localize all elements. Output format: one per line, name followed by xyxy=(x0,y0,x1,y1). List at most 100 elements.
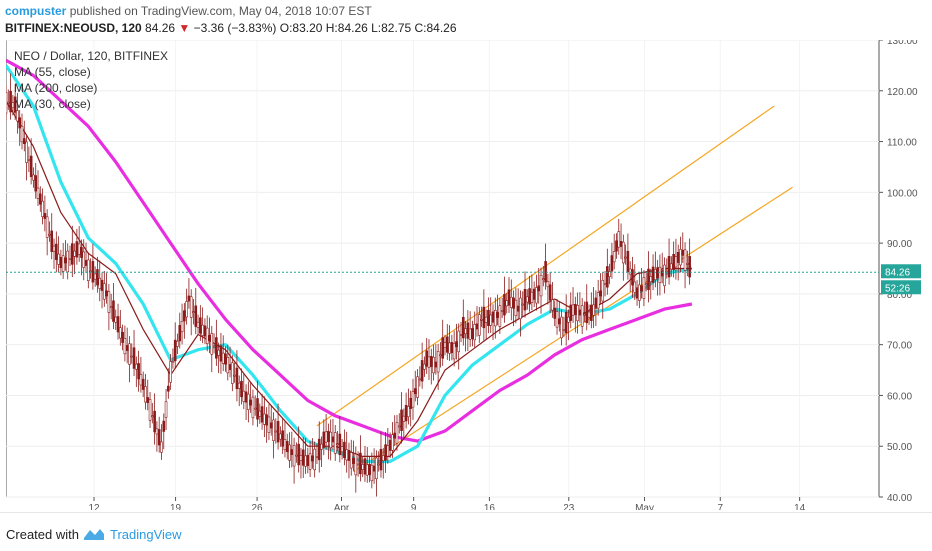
candle-body xyxy=(247,393,250,410)
candle-body xyxy=(372,465,376,472)
author-link[interactable]: compuster xyxy=(5,4,67,18)
candle-body xyxy=(439,354,442,357)
candle-body xyxy=(228,364,232,370)
candle-body xyxy=(249,399,252,406)
candle-body xyxy=(45,216,49,238)
candle-body xyxy=(427,356,431,368)
candle-body xyxy=(523,289,527,311)
candle-body xyxy=(542,278,545,280)
timer-label: 52:26 xyxy=(885,283,910,294)
candle-body xyxy=(144,386,147,403)
x-tick-label: 19 xyxy=(170,503,182,510)
price-chart[interactable]: 130.00 120.00 110.00 100.00 90.00 80.00 70.00 6… xyxy=(4,36,926,514)
candle-body xyxy=(615,240,618,252)
candle-body xyxy=(409,397,412,409)
candle-body xyxy=(235,367,239,390)
candle-body xyxy=(169,361,172,383)
candle-body xyxy=(263,413,266,425)
candle-body xyxy=(686,263,689,265)
candle-body xyxy=(516,305,520,312)
candle-body xyxy=(137,363,140,380)
candle-body xyxy=(139,374,143,386)
tradingview-logo-icon[interactable] xyxy=(82,526,106,547)
candle-body xyxy=(354,453,358,476)
candle-body xyxy=(450,342,454,354)
candle-body xyxy=(27,159,31,161)
candle-body xyxy=(610,255,614,272)
candle-body xyxy=(681,249,685,256)
candle-body xyxy=(459,334,463,336)
x-tick-label: 23 xyxy=(563,503,575,510)
candle-body xyxy=(196,321,200,328)
candle-body xyxy=(558,318,561,325)
chart-header: compuster published on TradingView.com, … xyxy=(0,0,932,40)
candle-body xyxy=(349,452,353,469)
candle-body xyxy=(658,266,662,284)
candle-body xyxy=(41,200,44,218)
candle-body xyxy=(48,233,51,236)
candle-body xyxy=(304,455,307,467)
candle-body xyxy=(210,333,214,355)
candle-body xyxy=(413,388,417,395)
candle-body xyxy=(6,101,10,104)
candle-body xyxy=(551,299,554,311)
last-price: 84.26 xyxy=(145,21,176,35)
candle-body xyxy=(55,243,58,260)
candle-body xyxy=(429,356,433,368)
candle-body xyxy=(157,429,161,446)
candle-body xyxy=(265,414,268,426)
candle-body xyxy=(226,357,230,374)
candle-body xyxy=(38,193,42,205)
footer: Created with TradingView xyxy=(0,512,932,551)
candle-body xyxy=(306,455,310,467)
candle-body xyxy=(194,305,198,327)
candle-body xyxy=(34,175,38,192)
candle-body xyxy=(338,433,342,456)
candle-body xyxy=(93,273,97,280)
candle-body xyxy=(530,291,534,303)
candle-body xyxy=(130,355,134,358)
candle-body xyxy=(244,391,248,403)
candle-body xyxy=(171,360,175,363)
candle-body xyxy=(672,253,675,271)
candle-body xyxy=(411,391,415,408)
x-tick-label: 14 xyxy=(794,503,806,510)
candle-body xyxy=(333,432,337,454)
candle-body xyxy=(642,277,646,299)
candle-body xyxy=(505,300,509,307)
legend-item-ma30[interactable]: MA (30, close) xyxy=(14,97,91,111)
candle-body xyxy=(322,431,326,448)
legend-item-ma55[interactable]: MA (55, close) xyxy=(14,65,91,79)
candle-body xyxy=(315,456,319,458)
candle-body xyxy=(404,405,408,422)
plot-frame xyxy=(5,39,880,498)
legend-item-ma200[interactable]: MA (200, close) xyxy=(14,81,98,95)
candle-body xyxy=(590,304,593,321)
price-change: −3.36 (−3.83%) xyxy=(193,21,277,35)
candle-body xyxy=(649,276,653,283)
candle-body xyxy=(57,253,60,265)
y-tick-label: 50.00 xyxy=(887,442,912,453)
last-price-label: 84.26 xyxy=(885,267,910,278)
candle-body xyxy=(601,279,605,302)
candle-body xyxy=(290,449,294,456)
candle-body xyxy=(464,328,467,335)
candle-body xyxy=(199,317,202,334)
candle-body xyxy=(548,284,552,301)
candle-body xyxy=(370,464,374,482)
candle-body xyxy=(397,425,401,428)
tradingview-brand-link[interactable]: TradingView xyxy=(110,527,182,542)
candle-body xyxy=(569,304,573,321)
candle-body xyxy=(457,330,461,353)
candle-body xyxy=(173,339,177,362)
candle-body xyxy=(363,458,367,475)
candle-body xyxy=(91,261,95,283)
candle-body xyxy=(114,316,118,323)
candle-body xyxy=(299,455,303,461)
candle-body xyxy=(537,285,541,292)
candle-body xyxy=(283,439,287,451)
chart-area[interactable]: 130.00 120.00 110.00 100.00 90.00 80.00 70.00 6… xyxy=(4,36,926,514)
x-tick-label: 16 xyxy=(484,503,496,510)
candle-body xyxy=(71,243,74,265)
candle-body xyxy=(356,463,360,466)
